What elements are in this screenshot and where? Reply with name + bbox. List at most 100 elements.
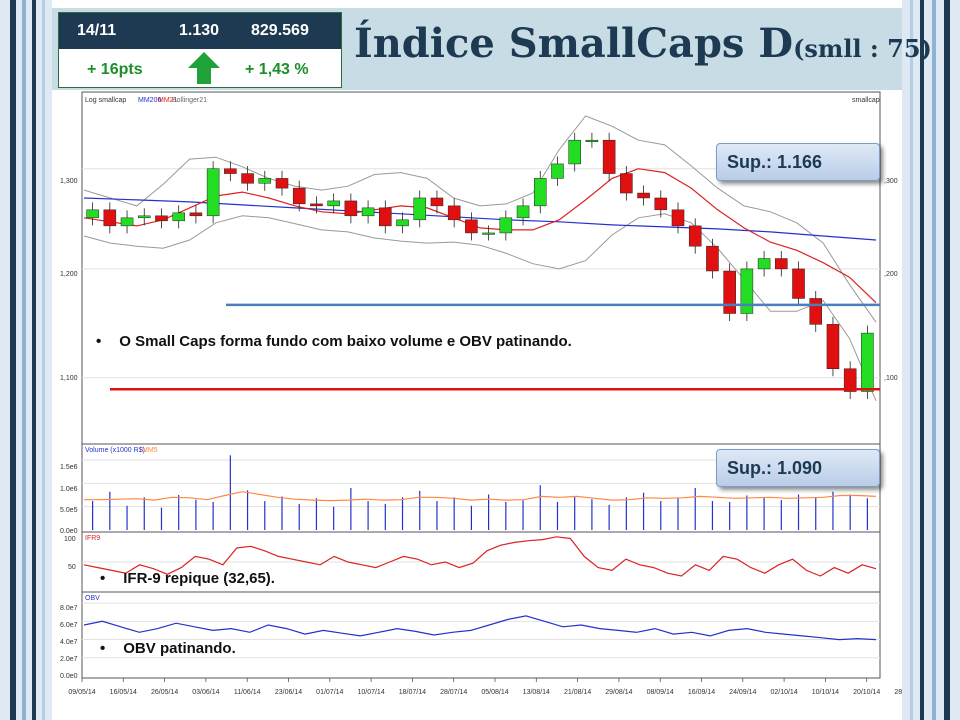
candle-body — [430, 197, 444, 207]
x-tick-label: 10/07/14 — [357, 689, 384, 696]
x-tick-label: 05/08/14 — [481, 689, 508, 696]
bullet: • — [100, 570, 106, 587]
x-tick-label: 28/07/14 — [440, 689, 467, 696]
quote-bottom-row: + 16pts + 1,43 % — [59, 49, 341, 87]
x-tick-label: 02/10/14 — [770, 689, 797, 696]
chart-frame: Log smallcap MM200 MM21 Bollinger21 smal… — [58, 90, 922, 708]
candle-body — [602, 139, 616, 174]
chart-svg: Log smallcap MM200 MM21 Bollinger21 smal… — [60, 91, 922, 696]
candle-body — [516, 205, 530, 219]
x-tick-label: 23/06/14 — [275, 689, 302, 696]
x-tick-label: 28/10/14 — [894, 689, 902, 696]
candle-body — [533, 178, 547, 207]
x-tick-label: 13/08/14 — [523, 689, 550, 696]
price-ytick-right: ,200 — [884, 271, 898, 278]
candle-body — [826, 324, 840, 369]
x-tick-label: 08/09/14 — [647, 689, 674, 696]
candle-body — [620, 173, 633, 194]
price-legend-log: Log smallcap — [85, 97, 126, 104]
price-ytick-right: ,100 — [884, 375, 898, 382]
bullet: • — [100, 640, 106, 657]
candle-body — [275, 178, 289, 189]
candle-body — [361, 207, 375, 217]
volume-ytick: 0.0e0 — [60, 528, 78, 535]
bullet: • — [96, 333, 102, 350]
candle-body — [482, 232, 495, 235]
ifr-ytick: 100 — [64, 536, 76, 543]
x-tick-label: 24/09/14 — [729, 689, 756, 696]
volume-ytick: 1.0e6 — [60, 486, 78, 493]
candle-body — [396, 219, 409, 227]
candle-body — [241, 173, 254, 184]
candle-body — [137, 215, 151, 219]
obv-ytick: 0.0e0 — [60, 673, 78, 680]
support-1166-text: Sup.: 1.166 — [727, 152, 823, 172]
x-tick-label: 21/08/14 — [564, 689, 591, 696]
candle-body — [654, 197, 668, 211]
obv-ytick: 6.0e7 — [60, 622, 78, 629]
ifr-line — [83, 536, 877, 577]
candle-body — [413, 197, 427, 221]
candle-body — [86, 209, 99, 219]
left-decorative-stripes — [0, 0, 52, 720]
candle-body — [447, 205, 461, 221]
candle-body — [775, 258, 788, 270]
candle-body — [499, 217, 513, 234]
quote-box: 14/11 1.130 829.569 + 16pts + 1,43 % — [58, 12, 342, 88]
x-tick-label: 26/05/14 — [151, 689, 178, 696]
price-ytick-right: ,300 — [884, 178, 898, 185]
candle-body — [189, 212, 203, 217]
candle-body — [723, 270, 736, 314]
candle-body — [379, 207, 392, 227]
volume-ytick: 1.5e6 — [60, 464, 78, 471]
volume-ma-legend: MM5 — [142, 447, 158, 454]
candle-body — [292, 187, 306, 205]
x-tick-label: 18/07/14 — [399, 689, 426, 696]
x-tick-label: 10/10/14 — [812, 689, 839, 696]
x-tick-label: 29/08/14 — [605, 689, 632, 696]
price-legend-mm200: MM200 — [138, 97, 161, 104]
candle-body — [120, 217, 134, 227]
support-1090-text: Sup.: 1.090 — [727, 458, 823, 478]
candle-body — [155, 215, 168, 222]
candle-body — [206, 168, 220, 217]
candle-body — [792, 268, 805, 299]
obv-ytick: 8.0e7 — [60, 605, 78, 612]
volume-legend: Volume (x1000 R$) — [85, 447, 145, 454]
candle-body — [551, 163, 564, 179]
note-ifr: • IFR-9 repique (32,65). — [100, 570, 275, 587]
candle-body — [671, 209, 685, 227]
note-price-text: O Small Caps forma fundo com baixo volum… — [119, 333, 572, 350]
candle-body — [809, 298, 823, 325]
candle-body — [258, 178, 272, 184]
note-obv-text: OBV patinando. — [123, 640, 236, 657]
ifr-legend: IFR9 — [85, 535, 100, 542]
candle-body — [637, 192, 650, 199]
candle-body — [740, 268, 754, 314]
x-tick-label: 20/10/14 — [853, 689, 880, 696]
page-title: Índice SmallCaps D(smll : 75) — [354, 20, 932, 67]
title-main: Índice SmallCaps D — [354, 20, 794, 67]
title-sub: (smll : 75) — [793, 34, 932, 63]
price-legend-symbol: smallcap — [852, 97, 880, 104]
price-ytick-left: 1,200 — [60, 271, 78, 278]
candle-body — [344, 200, 358, 217]
up-arrow-icon — [188, 52, 220, 84]
x-tick-label: 16/05/14 — [110, 689, 137, 696]
obv-ytick: 4.0e7 — [60, 639, 78, 646]
note-ifr-text: IFR-9 repique (32,65). — [123, 570, 275, 587]
candle-body — [103, 209, 117, 227]
candle-body — [310, 203, 323, 207]
candle-body — [861, 332, 874, 392]
candle-body — [224, 168, 237, 174]
candle-body — [843, 368, 857, 392]
candle-body — [585, 139, 599, 142]
x-tick-label: 11/06/14 — [234, 689, 261, 696]
quote-index-value: 1.130 — [179, 22, 220, 39]
quote-change-points: + 16pts — [87, 61, 143, 78]
quote-volume: 829.569 — [251, 22, 309, 39]
note-price: • O Small Caps forma fundo com baixo volu… — [96, 333, 572, 350]
price-legend-mm21: MM21 — [158, 97, 178, 104]
candle-body — [172, 212, 185, 222]
volume-mm5-line — [84, 491, 877, 502]
